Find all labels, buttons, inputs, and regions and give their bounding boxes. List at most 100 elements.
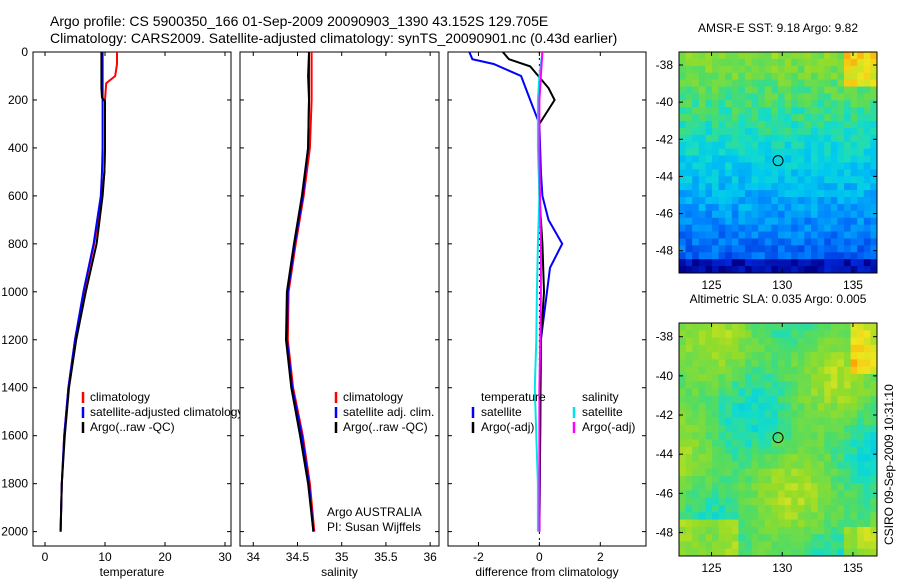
sst-map-cell <box>811 190 819 198</box>
sst-map-cell <box>758 65 766 74</box>
sla-map-cell <box>771 526 779 535</box>
sst-map-cell <box>771 93 779 101</box>
sst-map-cell <box>705 155 713 164</box>
sla-map-cell <box>863 323 871 331</box>
sst-map-cell <box>771 155 779 164</box>
sst-map-cell <box>797 72 805 81</box>
sst-map-cell <box>837 65 845 74</box>
sla-map-cell <box>857 519 865 528</box>
sst-map-cell <box>712 224 720 233</box>
sst-map-cell <box>698 52 706 60</box>
sst-map-cell <box>758 86 766 95</box>
sla-map-ytick-label: -46 <box>656 486 674 500</box>
sst-map-cell <box>844 203 852 212</box>
sst-map-cell <box>718 79 726 88</box>
sla-map-cell <box>712 432 720 441</box>
sst-map-cell <box>712 259 720 267</box>
sla-map-cell <box>804 373 812 382</box>
sla-map-cell <box>758 403 766 411</box>
sla-map-cell <box>778 454 786 462</box>
sst-map-cell <box>738 93 746 101</box>
sst-map-cell <box>731 266 739 273</box>
sst-map-cell <box>751 224 759 233</box>
sla-map-cell <box>870 395 877 404</box>
sla-map-cell <box>771 475 779 484</box>
sla-map-cell <box>811 519 819 528</box>
sla-map-cell <box>771 388 779 397</box>
sst-map-cell <box>685 58 693 67</box>
sla-map-cell <box>712 330 720 339</box>
sla-map-cell <box>679 512 687 521</box>
sst-map-cell <box>837 79 845 88</box>
sla-map-cell <box>738 337 746 346</box>
sst-map-cell <box>844 266 852 273</box>
sst-map-cell <box>817 217 825 226</box>
sla-map-cell <box>870 446 877 455</box>
sst-map-cell <box>863 245 871 253</box>
sla-map-cell <box>837 526 845 535</box>
sst-map-cell <box>811 224 819 233</box>
sst-map-cell <box>797 141 805 150</box>
sla-map-cell <box>771 519 779 528</box>
sla-map-cell <box>679 541 687 550</box>
sst-map-cell <box>692 52 700 60</box>
sst-map-cell <box>804 93 812 101</box>
sla-map-cell <box>745 417 753 426</box>
sst-map-cell <box>771 190 779 198</box>
sla-map-cell <box>824 330 832 339</box>
sla-map-cell <box>712 417 720 426</box>
sst-map-cell <box>712 245 720 253</box>
sst-map-cell <box>745 190 753 198</box>
sst-map-cell <box>712 65 720 74</box>
sla-map-cell <box>850 373 858 382</box>
sst-map-cell <box>679 93 687 101</box>
sla-map-cell <box>817 454 825 462</box>
sla-map-cell <box>850 512 858 521</box>
sst-map-cell <box>718 86 726 95</box>
sst-map-cell <box>692 252 700 260</box>
sst-map-cell <box>811 134 819 143</box>
sst-map-cell <box>778 107 786 115</box>
sla-map-cell <box>863 505 871 513</box>
sst-map-cell <box>863 52 871 60</box>
sst-map-cell <box>712 217 720 226</box>
sla-map-cell <box>797 475 805 484</box>
sla-map-cell <box>830 395 838 404</box>
sst-map-cell <box>863 58 871 67</box>
legend-salinity-header: salinity <box>582 390 619 404</box>
sla-map-cell <box>738 410 746 419</box>
sla-map-cell <box>698 381 706 390</box>
sst-map-cell <box>745 238 753 246</box>
sla-map-cell <box>850 388 858 397</box>
sst-map-cell <box>791 176 799 184</box>
sst-map-cell <box>771 121 779 129</box>
sla-map-cell <box>745 424 753 433</box>
sla-map-cell <box>751 548 759 556</box>
sla-map-cell <box>797 505 805 513</box>
sla-map-cell <box>857 366 865 375</box>
sst-map-cell <box>738 238 746 246</box>
sst-map-cell <box>771 72 779 81</box>
sla-map-cell <box>824 410 832 419</box>
sst-map-cell <box>797 86 805 95</box>
sla-map-cell <box>712 446 720 455</box>
sla-map-cell <box>738 526 746 535</box>
sla-map-cell <box>705 461 713 470</box>
sst-map-cell <box>698 224 706 233</box>
sla-map-cell <box>850 323 858 331</box>
sla-map-cell <box>751 439 759 448</box>
difference-series-salinity-satellite <box>533 52 544 532</box>
sst-map-cell <box>830 190 838 198</box>
sla-map-cell <box>731 381 739 390</box>
sst-map-cell <box>778 217 786 226</box>
sla-map-cell <box>725 424 733 433</box>
sst-map-cell <box>731 224 739 233</box>
sla-map-cell <box>764 497 772 506</box>
sst-map-cell <box>751 114 759 122</box>
sst-map-cell <box>830 224 838 233</box>
sst-map-cell <box>837 231 845 240</box>
sst-map-cell <box>725 162 733 171</box>
sla-map-cell <box>712 468 720 477</box>
sst-map-cell <box>705 134 713 143</box>
